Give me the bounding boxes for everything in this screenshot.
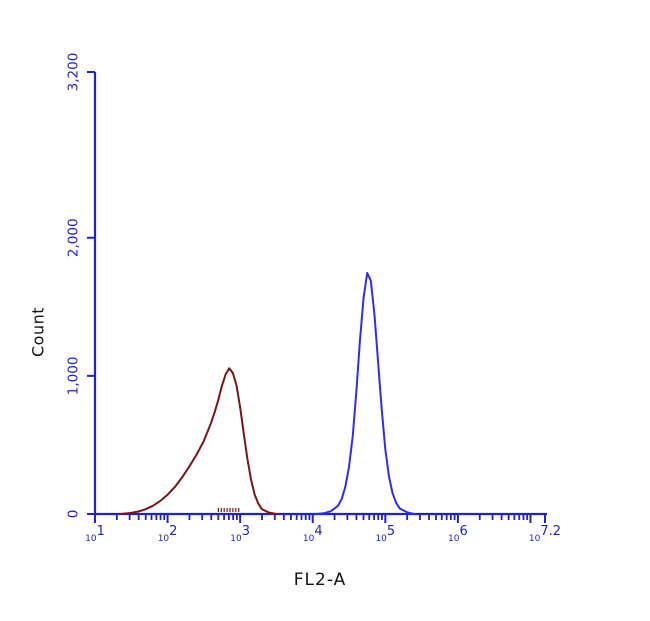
y-tick-label: 3,200 [66, 53, 82, 92]
y-tick-labels: 0 1,000 2,000 3,200 [66, 53, 82, 519]
y-axis-title: Count [28, 306, 48, 358]
axes [93, 72, 547, 516]
x-major-ticks [94, 514, 546, 523]
y-ticks [87, 71, 95, 515]
y-tick-label: 2,000 [66, 218, 82, 257]
y-tick-label: 0 [66, 510, 82, 519]
x-tick-label: 105 [375, 524, 395, 544]
x-tick-label: 104 [303, 524, 323, 544]
x-tick-labels: 101 102 103 104 105 106 107.2 [85, 524, 561, 544]
x-tick-label: 103 [230, 524, 250, 544]
x-tick-label: 107.2 [529, 524, 561, 544]
blue-population-curve [315, 272, 416, 515]
baseline-event-marks [217, 508, 240, 512]
y-tick-label: 1,000 [66, 357, 82, 396]
x-axis-title: FL2-A [293, 570, 347, 590]
x-minor-ticks [115, 514, 529, 520]
x-tick-label: 102 [158, 524, 178, 544]
x-tick-label: 106 [448, 524, 468, 544]
red-population-curve [119, 367, 278, 515]
x-tick-label: 101 [85, 524, 105, 544]
